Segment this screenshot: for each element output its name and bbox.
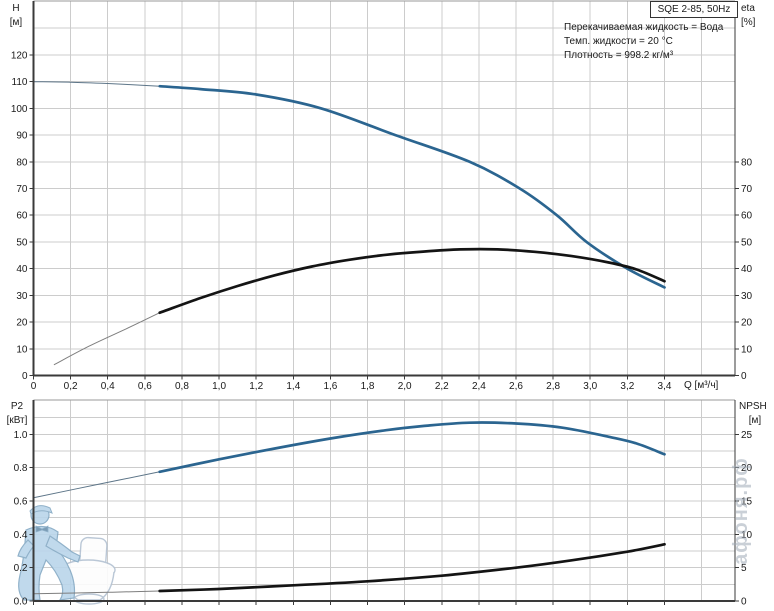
gridlines-chart-1 — [33, 400, 735, 601]
curve-P2-lead — [33, 471, 160, 499]
right-tick-label: 5 — [741, 563, 747, 574]
left-tick-label: 50 — [16, 237, 28, 248]
right-tick-label: 25 — [741, 430, 753, 441]
x-tick-label: 1,8 — [361, 381, 375, 392]
right-tick-label: 0 — [741, 597, 747, 608]
left-tick-label: 0.2 — [14, 563, 28, 574]
curve-NPSH-lead — [33, 590, 160, 595]
bottom-right-axis-unit: [м] — [748, 415, 762, 426]
right-tick-label: 60 — [741, 211, 753, 222]
left-tick-label: 20 — [16, 318, 28, 329]
x-tick-label: 0,2 — [64, 381, 78, 392]
bottom-right-axis-label: NPSH — [739, 401, 767, 412]
x-tick-label: 0,8 — [175, 381, 189, 392]
x-tick-label: 2,0 — [398, 381, 412, 392]
left-tick-label: 0.4 — [14, 530, 28, 541]
axes-chart-0: 0 10 20 30 40 50 60 70 80 90 100 110 120 0 10 20 30 40 50 6… — [11, 0, 753, 392]
left-tick-label: 100 — [11, 104, 28, 115]
curve-H — [158, 84, 666, 289]
right-tick-label: 10 — [741, 344, 753, 355]
right-tick-label: 80 — [741, 157, 753, 168]
left-tick-label: 30 — [16, 291, 28, 302]
bottom-left-axis-unit: [кВт] — [6, 415, 28, 426]
right-tick-label: 30 — [741, 291, 753, 302]
left-tick-label: 60 — [16, 211, 28, 222]
x-tick-label: 0 — [31, 381, 37, 392]
x-tick-label: 3,0 — [583, 381, 597, 392]
gridlines-chart-0 — [33, 1, 735, 376]
x-tick-label: 1,2 — [249, 381, 263, 392]
left-tick-label: 0.0 — [14, 597, 28, 608]
top-right-axis-label: eta — [741, 3, 755, 14]
left-tick-label: 120 — [11, 50, 28, 61]
right-tick-label: 20 — [741, 318, 753, 329]
axes-chart-1: 0.0 0.2 0.4 0.6 0.8 1.0 0 5 10 15 20 25 — [14, 399, 753, 608]
pump-model-box: SQE 2-85, 50Hz — [650, 1, 738, 18]
right-tick-label: 15 — [741, 497, 753, 508]
x-tick-label: 1,0 — [212, 381, 226, 392]
x-axis-unit-label: Q [м³/ч] — [684, 380, 719, 391]
curves-chart-0 — [33, 81, 666, 366]
x-tick-label: 0,6 — [138, 381, 152, 392]
left-tick-label: 70 — [16, 184, 28, 195]
site-watermark-text: афоня.рф — [730, 457, 752, 565]
curve-eta-lead — [53, 312, 160, 366]
left-tick-label: 0 — [22, 371, 28, 382]
right-tick-label: 10 — [741, 530, 753, 541]
x-tick-label: 1,6 — [323, 381, 337, 392]
curve-H-lead — [33, 81, 160, 87]
left-tick-label: 40 — [16, 264, 28, 275]
curves-chart-1 — [33, 421, 666, 595]
x-tick-label: 2,4 — [472, 381, 486, 392]
right-tick-label: 50 — [741, 237, 753, 248]
x-tick-label: 2,2 — [435, 381, 449, 392]
x-tick-label: 2,8 — [546, 381, 560, 392]
right-tick-label: 40 — [741, 264, 753, 275]
right-tick-label: 0 — [741, 371, 747, 382]
fluid-info-line: Перекачиваемая жидкость = Вода — [564, 22, 724, 33]
fluid-info: Перекачиваемая жидкость = Вода Темп. жид… — [564, 21, 723, 63]
pump-model-label: SQE 2-85, 50Hz — [657, 4, 731, 15]
left-tick-label: 110 — [12, 77, 28, 88]
x-tick-label: 3,4 — [658, 381, 672, 392]
x-tick-label: 1,4 — [286, 381, 300, 392]
fluid-info-line: Темп. жидкости = 20 °C — [564, 36, 673, 47]
x-tick-label: 3,2 — [620, 381, 634, 392]
right-tick-label: 20 — [741, 463, 753, 474]
x-tick-label: 2,6 — [509, 381, 523, 392]
right-tick-label: 70 — [741, 184, 753, 195]
left-tick-label: 10 — [16, 344, 28, 355]
left-tick-label: 80 — [16, 157, 28, 168]
left-tick-label: 0.6 — [14, 497, 28, 508]
left-tick-label: 1.0 — [14, 430, 28, 441]
curve-eta — [158, 247, 666, 315]
top-left-axis-unit: [м] — [9, 17, 23, 28]
bottom-left-axis-label: P2 — [10, 401, 24, 412]
curve-P2 — [158, 421, 666, 474]
left-tick-label: 90 — [16, 131, 28, 142]
top-left-axis-label: H — [12, 3, 20, 14]
x-tick-label: 0,4 — [101, 381, 115, 392]
top-right-axis-unit: [%] — [741, 17, 756, 28]
curve-NPSH — [158, 542, 666, 593]
fluid-info-line: Плотность = 998.2 кг/м³ — [564, 50, 674, 61]
left-tick-label: 0.8 — [14, 463, 28, 474]
